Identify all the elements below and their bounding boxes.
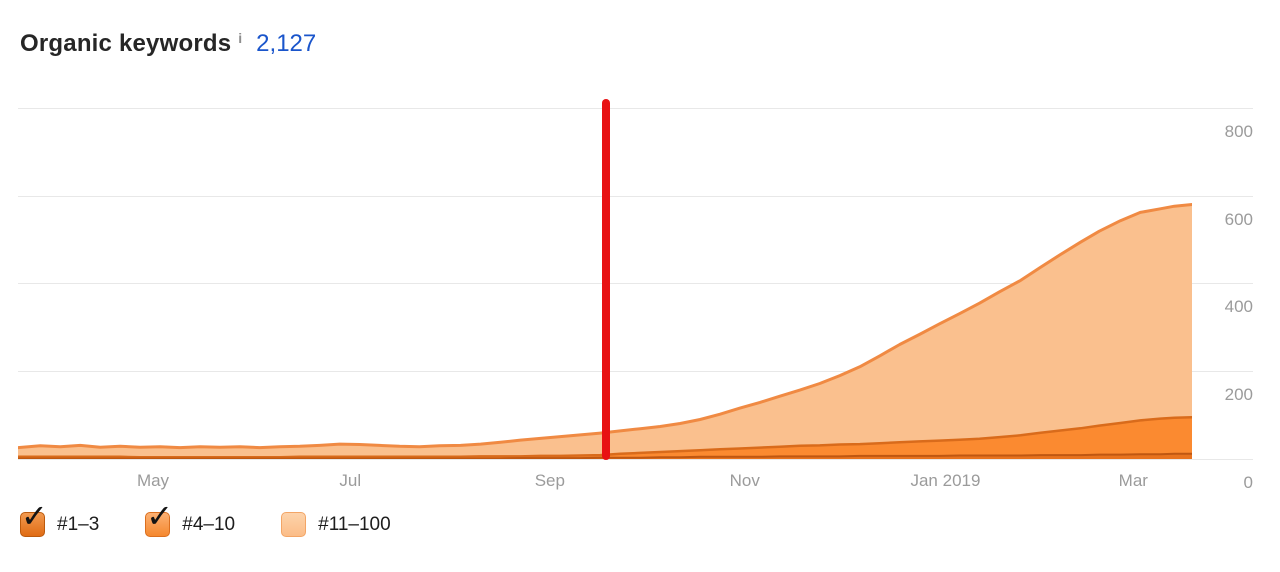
x-axis-tick-label: Mar (1118, 471, 1148, 490)
area-edge-#1–3 (18, 452, 1192, 459)
x-axis-tick-label: Sep (534, 471, 565, 490)
legend-item-11-100[interactable]: ✓ #11–100 (281, 512, 391, 537)
checkmark-icon: ✓ (21, 498, 48, 534)
event-marker-line (602, 99, 611, 460)
y-grid-line (18, 459, 1253, 460)
legend-label: #11–100 (318, 513, 391, 535)
y-grid-line (18, 371, 1253, 373)
keywords-count-link[interactable]: 2,127 (256, 30, 317, 57)
area-edge-#4–10 (18, 416, 1192, 459)
legend-item-1-3[interactable]: ✓ #1–3 (20, 500, 100, 537)
info-icon[interactable]: i (238, 30, 243, 46)
chart-header: Organic keywords i 2,127 (20, 30, 316, 58)
y-axis-tick-label: 800 (1224, 121, 1253, 141)
page-title: Organic keywords (20, 30, 232, 57)
y-axis-tick-label: 0 (1243, 473, 1253, 492)
y-grid-line (18, 283, 1253, 285)
x-axis-tick-label: May (136, 471, 170, 490)
area-band-#11–100 (18, 204, 1192, 459)
area-band-#1–3 (18, 453, 1192, 459)
chart-legend: ✓ #1–3 ✓ #4–10 ✓ #11–100 (20, 500, 437, 537)
checkbox-rank-4-10[interactable]: ✓ (145, 500, 173, 537)
legend-item-4-10[interactable]: ✓ #4–10 (145, 500, 236, 537)
checkbox-rank-1-3[interactable]: ✓ (20, 500, 48, 537)
legend-label: #1–3 (57, 513, 100, 535)
y-axis-tick-label: 600 (1224, 209, 1253, 229)
x-axis-tick-label: Jul (339, 471, 362, 490)
checkmark-icon: ✓ (146, 498, 174, 534)
stacked-area-plot[interactable] (18, 100, 1192, 459)
y-grid-line (18, 195, 1253, 197)
y-axis-tick-label: 200 (1224, 385, 1253, 405)
checkbox-rank-11-100[interactable]: ✓ (281, 512, 307, 537)
y-grid-line (18, 107, 1253, 109)
area-edge-#11–100 (18, 203, 1192, 450)
legend-label: #4–10 (182, 513, 236, 535)
y-axis-tick-label: 400 (1224, 297, 1253, 317)
area-band-#4–10 (18, 417, 1192, 459)
x-axis-tick-label: Jan 2019 (910, 471, 981, 490)
x-axis-tick-label: Nov (729, 471, 760, 490)
